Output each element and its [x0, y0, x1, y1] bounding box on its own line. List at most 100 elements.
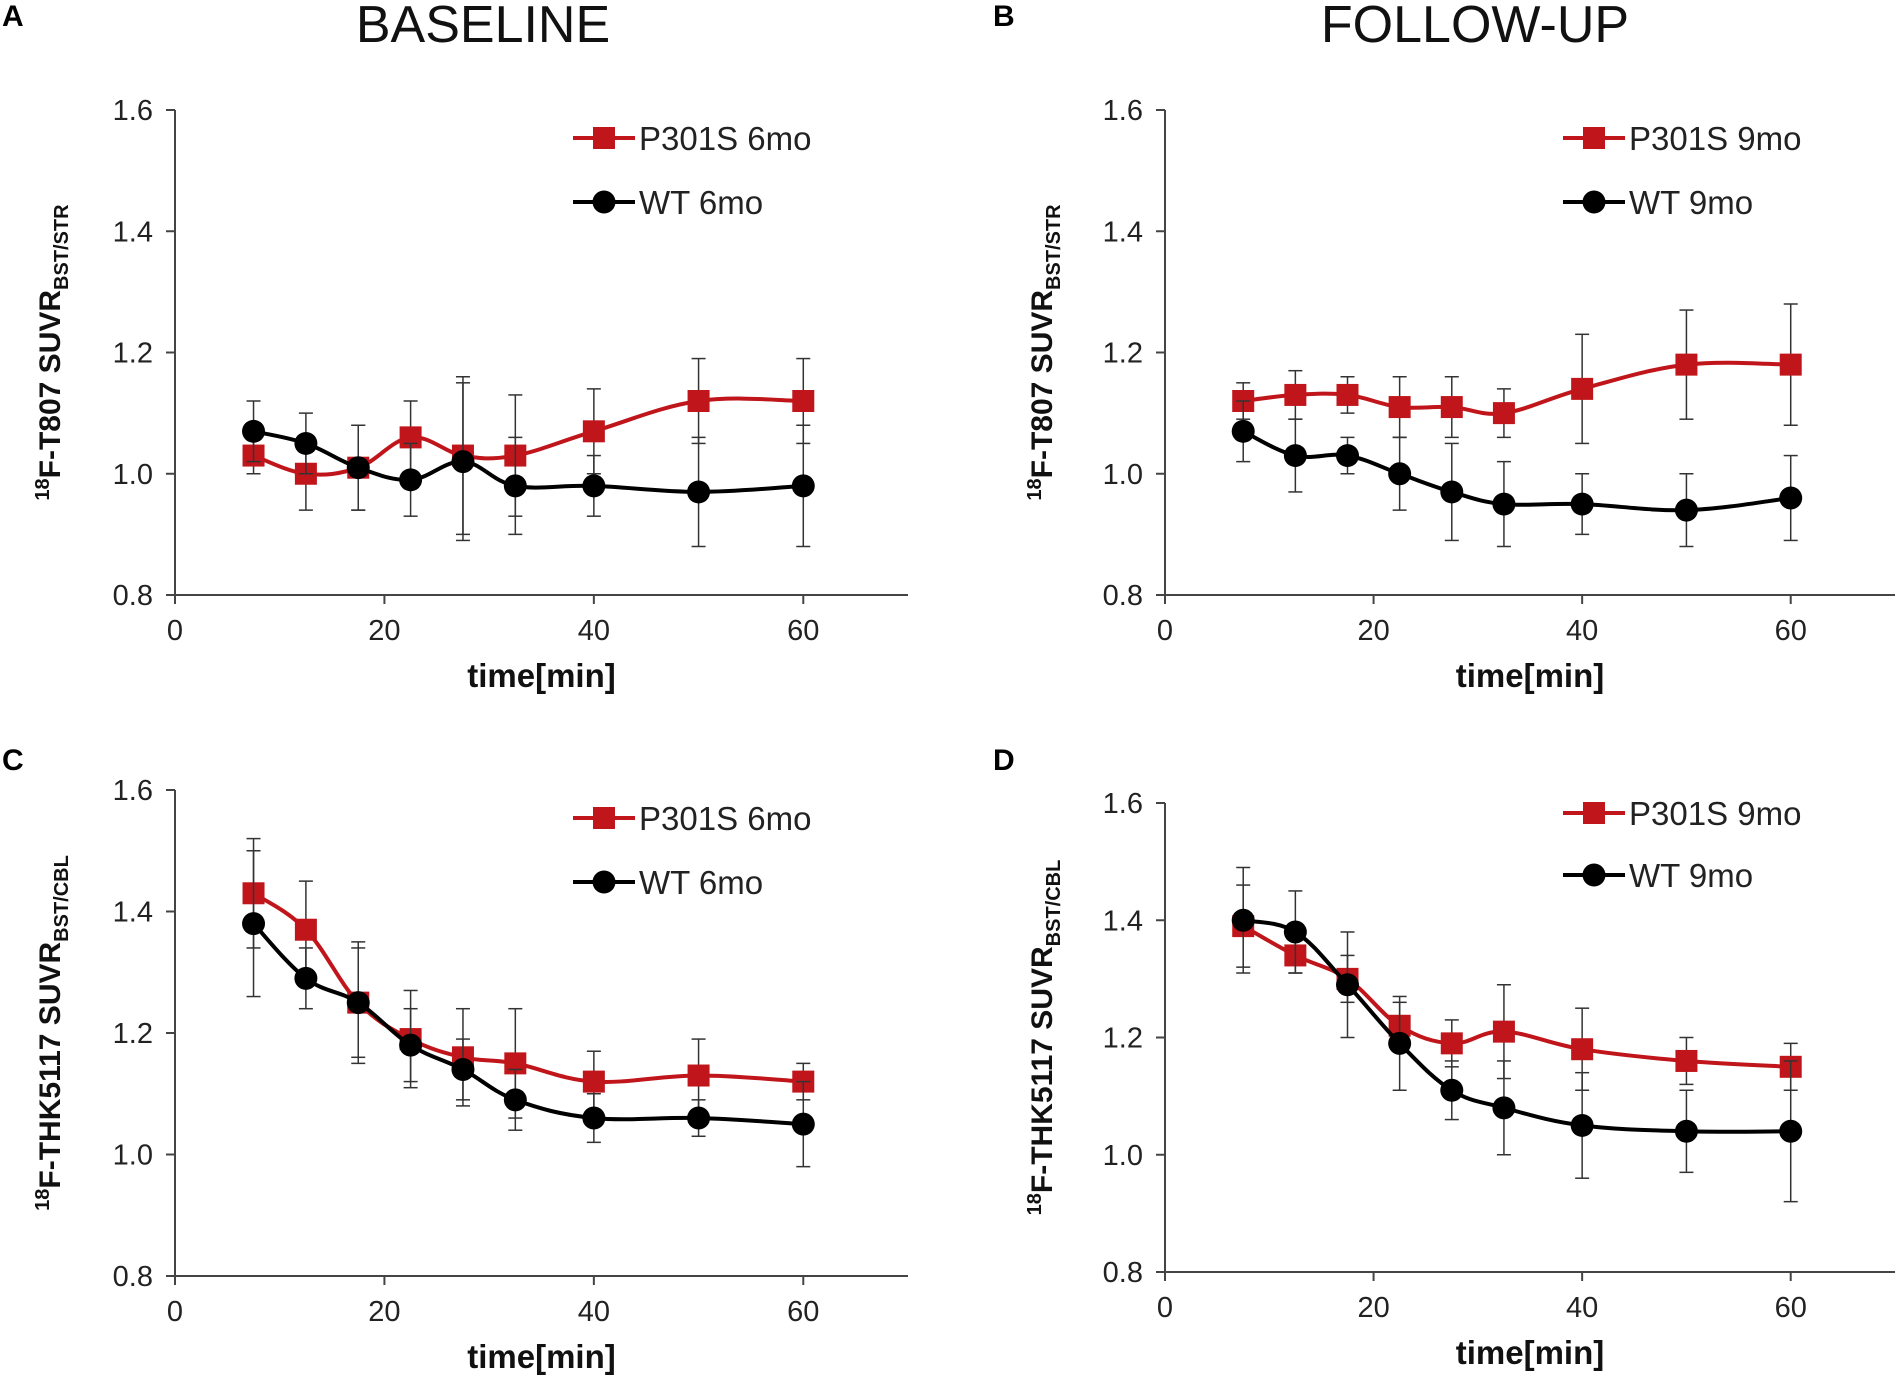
legend-entry: P301S 6mo [573, 120, 811, 157]
legend-entry: P301S 6mo [573, 800, 811, 837]
data-point [582, 1070, 605, 1093]
column-title-baseline: BASELINE [356, 0, 610, 54]
data-point [1779, 1119, 1803, 1143]
legend-label: WT 6mo [639, 864, 763, 901]
series-p301s [1232, 884, 1802, 1092]
y-tick-label: 1.6 [113, 95, 153, 127]
data-point [503, 474, 527, 498]
legend-square-marker [1583, 802, 1605, 824]
y-tick-label: 1.0 [1103, 1140, 1143, 1172]
data-point [582, 1106, 606, 1130]
series-line [1241, 918, 1793, 1134]
legend-label: P301S 6mo [639, 800, 811, 837]
data-point [1779, 486, 1803, 510]
data-point [1674, 498, 1698, 522]
y-tick-label: 1.2 [1103, 1023, 1143, 1055]
data-point [1440, 1032, 1463, 1055]
chart-panel-c: C 0.8 1.0 1.2 1.4 1.6 0 20 40 60 time[min] 18F-THK5… [2, 744, 908, 1375]
series-p301s [242, 357, 815, 536]
data-point [1336, 444, 1359, 468]
series-p301s [1232, 303, 1802, 445]
x-tick-label: 20 [368, 615, 400, 647]
panel-letter: B [993, 0, 1015, 33]
y-tick-label: 1.0 [1103, 459, 1143, 491]
data-point [1779, 353, 1802, 376]
data-point [294, 918, 317, 941]
data-point [687, 390, 710, 412]
y-axis-label: 18F-T807 SUVRBST/STR [1024, 204, 1065, 501]
x-tick-label: 0 [1157, 1292, 1173, 1324]
y-label-superscript: 18 [32, 1189, 54, 1211]
data-point [1231, 419, 1255, 443]
legend-label: P301S 6mo [639, 120, 811, 157]
legend-entry: P301S 9mo [1563, 120, 1801, 157]
data-point [294, 431, 318, 455]
data-point [1231, 908, 1255, 932]
y-label-subscript: BST/STR [51, 204, 73, 290]
data-point [791, 1112, 815, 1136]
legend-label: WT 9mo [1629, 184, 1753, 221]
legend-entry: WT 6mo [573, 864, 763, 901]
y-tick-label: 1.0 [113, 459, 153, 491]
y-tick-label: 1.6 [113, 775, 153, 807]
legend-label: WT 9mo [1629, 857, 1753, 894]
x-tick-label: 60 [787, 615, 819, 647]
y-tick-label: 1.0 [113, 1140, 153, 1172]
series-wt [242, 850, 815, 1168]
panel-letter: A [2, 0, 24, 33]
legend-label: P301S 9mo [1629, 120, 1801, 157]
data-point [346, 991, 370, 1015]
y-tick-label: 1.2 [113, 338, 153, 370]
x-tick-label: 40 [1566, 615, 1598, 647]
legend-circle-marker [1582, 190, 1606, 214]
data-point [242, 912, 266, 936]
y-label-subscript: BST/STR [1043, 204, 1065, 290]
legend-square-marker [593, 127, 615, 149]
legend-entry: P301S 9mo [1563, 795, 1801, 832]
data-point [1492, 1020, 1515, 1043]
legend-circle-marker [1582, 863, 1606, 887]
data-point [1570, 492, 1594, 516]
series-line [251, 891, 806, 1084]
y-axis-label: 18F-THK5117 SUVRBST/CBL [32, 855, 73, 1211]
data-point [1440, 396, 1463, 419]
panel-letter: C [2, 744, 24, 777]
y-tick-label: 1.6 [1103, 95, 1143, 127]
data-point [1492, 402, 1515, 425]
y-tick-label: 0.8 [1103, 580, 1143, 612]
data-point [1284, 383, 1307, 406]
data-point [399, 468, 423, 492]
x-tick-label: 20 [1357, 615, 1389, 647]
series-wt [242, 382, 815, 548]
data-point [582, 420, 605, 443]
y-label-main: F-T807 SUVR [34, 290, 67, 479]
y-label-subscript: BST/CBL [1043, 860, 1065, 947]
y-tick-label: 0.8 [1103, 1257, 1143, 1289]
x-axis-label: time[min] [1456, 657, 1605, 694]
x-tick-label: 0 [1157, 615, 1173, 647]
y-tick-label: 0.8 [113, 1261, 153, 1293]
y-tick-label: 1.2 [1103, 338, 1143, 370]
y-label-superscript: 18 [32, 478, 54, 500]
data-point [503, 1088, 527, 1112]
panel-letter: D [993, 744, 1015, 777]
legend-label: P301S 9mo [1629, 795, 1801, 832]
y-tick-label: 1.4 [1103, 905, 1143, 937]
data-point [1388, 396, 1411, 419]
x-axis-label: time[min] [467, 1338, 616, 1375]
chart-panel-b: B 0.8 1.0 1.2 1.4 1.6 0 20 40 60 time[min] 18F-T807… [993, 0, 1895, 694]
legend-entry: WT 9mo [1563, 184, 1753, 221]
data-point [1674, 1119, 1698, 1143]
y-tick-label: 1.4 [113, 897, 153, 929]
x-tick-label: 40 [1566, 1292, 1598, 1324]
data-point [1283, 920, 1307, 944]
series-wt [1231, 866, 1803, 1203]
series-line [251, 396, 806, 477]
series-line [1241, 429, 1793, 513]
x-tick-label: 20 [1357, 1292, 1389, 1324]
data-point [687, 480, 711, 504]
column-title-follow-up: FOLLOW-UP [1321, 0, 1629, 54]
legend-circle-marker [592, 190, 616, 214]
